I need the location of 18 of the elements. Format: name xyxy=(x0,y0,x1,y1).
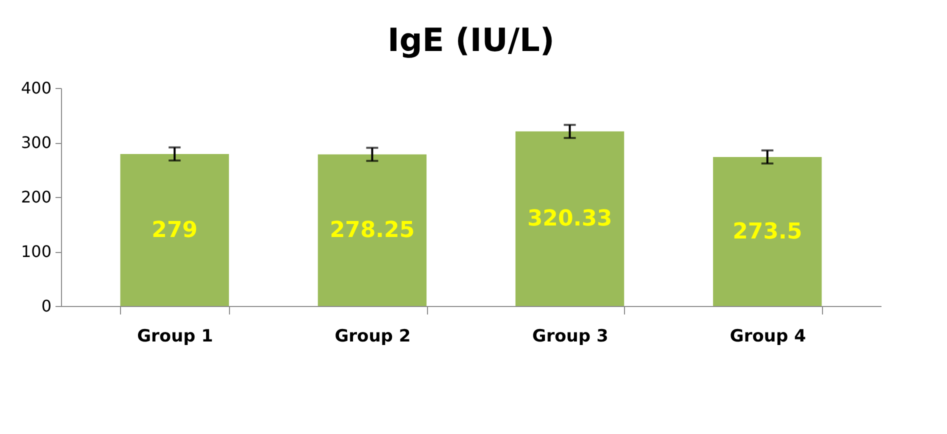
y-tick-label: 200 xyxy=(20,188,52,206)
data-label: 273.5 xyxy=(732,219,802,244)
y-tick-label: 300 xyxy=(20,133,52,152)
chart-title: IgE (IU/L) xyxy=(387,21,555,59)
bar xyxy=(120,154,229,306)
data-label: 279 xyxy=(152,218,198,243)
bar xyxy=(515,131,624,306)
x-tick-label: Group 4 xyxy=(730,326,806,346)
x-tick-label: Group 2 xyxy=(334,326,411,346)
y-tick-label: 100 xyxy=(20,242,52,261)
bar xyxy=(713,156,822,306)
y-tick-label: 0 xyxy=(41,296,52,316)
x-tick-label: Group 1 xyxy=(137,326,214,346)
bar xyxy=(318,154,427,306)
y-tick-label: 400 xyxy=(20,78,52,98)
x-tick-label: Group 3 xyxy=(532,326,608,346)
data-label: 278.25 xyxy=(330,218,415,244)
data-label: 320.33 xyxy=(527,206,612,232)
